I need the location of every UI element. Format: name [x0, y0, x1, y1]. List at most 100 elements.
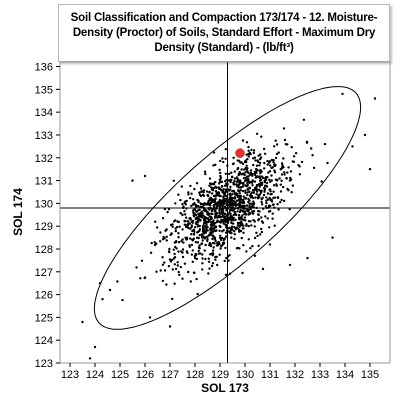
data-point: [265, 196, 268, 199]
data-point: [210, 264, 214, 268]
data-point: [196, 223, 199, 226]
data-point: [198, 208, 201, 212]
data-point: [206, 213, 209, 216]
data-point: [238, 199, 241, 202]
data-point: [195, 277, 198, 281]
data-point: [206, 202, 209, 206]
data-point: [205, 229, 208, 232]
data-point: [187, 191, 190, 194]
data-point: [222, 160, 225, 164]
data-point: [190, 243, 194, 247]
data-point: [189, 280, 192, 283]
data-point: [233, 211, 236, 214]
data-point: [230, 225, 234, 228]
data-point: [150, 241, 153, 245]
data-point: [225, 226, 228, 229]
data-point: [189, 237, 192, 240]
axes-layer: 123 124 125 126 127 128 129 130 131 132 133 134 135 1…: [35, 61, 391, 381]
data-point: [212, 194, 216, 198]
data-point: [261, 181, 264, 184]
y-tick-label: 136: [35, 62, 53, 74]
chart-title-box: Soil Classification and Compaction 173/1…: [58, 4, 390, 62]
data-point: [242, 227, 245, 230]
data-point: [206, 235, 209, 238]
data-point: [246, 158, 249, 161]
data-point: [229, 229, 232, 233]
data-point: [264, 215, 267, 218]
data-point: [269, 193, 272, 196]
data-point: [208, 267, 211, 270]
data-point: [237, 213, 241, 217]
data-point: [260, 135, 263, 138]
data-point: [192, 233, 196, 236]
data-point: [197, 215, 201, 218]
data-point: [200, 233, 203, 236]
data-point: [260, 227, 263, 231]
data-point: [260, 197, 263, 201]
data-point: [139, 277, 142, 280]
data-point: [260, 230, 264, 234]
data-point: [272, 196, 275, 200]
data-point: [242, 195, 245, 198]
data-point: [220, 236, 224, 240]
data-point: [148, 316, 152, 319]
data-point: [224, 212, 227, 216]
data-point: [259, 191, 263, 194]
data-point: [211, 241, 215, 245]
data-point: [288, 179, 292, 182]
data-point: [164, 229, 167, 232]
data-point: [279, 201, 282, 204]
data-point: [257, 194, 260, 197]
data-point: [245, 153, 248, 156]
data-point: [273, 145, 276, 148]
data-point: [269, 164, 272, 167]
data-point: [241, 271, 244, 275]
data-point: [271, 217, 274, 220]
data-point: [249, 192, 253, 196]
data-point: [261, 203, 264, 206]
data-point: [195, 213, 198, 217]
data-point: [194, 252, 197, 256]
data-point: [230, 217, 234, 220]
data-point: [269, 204, 272, 208]
data-point: [183, 262, 187, 265]
data-point: [232, 200, 236, 203]
data-point: [191, 239, 194, 242]
data-point: [224, 172, 227, 175]
data-point: [269, 180, 272, 183]
data-point: [173, 256, 177, 259]
data-point: [242, 181, 245, 185]
data-point: [273, 169, 276, 172]
data-point: [210, 212, 213, 215]
data-point: [241, 139, 245, 142]
data-point: [268, 226, 271, 229]
x-tick-label: 127: [161, 369, 179, 381]
data-point: [253, 225, 256, 228]
data-point: [246, 193, 249, 197]
data-point: [179, 211, 182, 215]
data-point: [190, 204, 193, 208]
data-point: [341, 92, 344, 96]
data-point: [174, 267, 178, 271]
data-point: [259, 172, 262, 175]
data-point: [176, 220, 179, 223]
data-point: [208, 234, 211, 237]
data-point: [178, 225, 181, 228]
data-point: [208, 184, 211, 187]
data-point: [230, 171, 233, 174]
data-point: [204, 231, 207, 234]
confidence-ellipse: [93, 86, 362, 330]
data-point: [177, 236, 180, 239]
data-point: [242, 244, 245, 247]
data-point: [283, 138, 287, 142]
data-point: [218, 253, 221, 256]
data-point: [260, 183, 264, 186]
data-point: [223, 218, 226, 222]
data-point: [239, 161, 242, 164]
data-point: [213, 216, 217, 219]
data-point: [275, 152, 279, 156]
data-point: [254, 159, 257, 162]
data-point: [260, 200, 263, 204]
data-point: [190, 224, 193, 227]
data-point: [253, 189, 256, 192]
